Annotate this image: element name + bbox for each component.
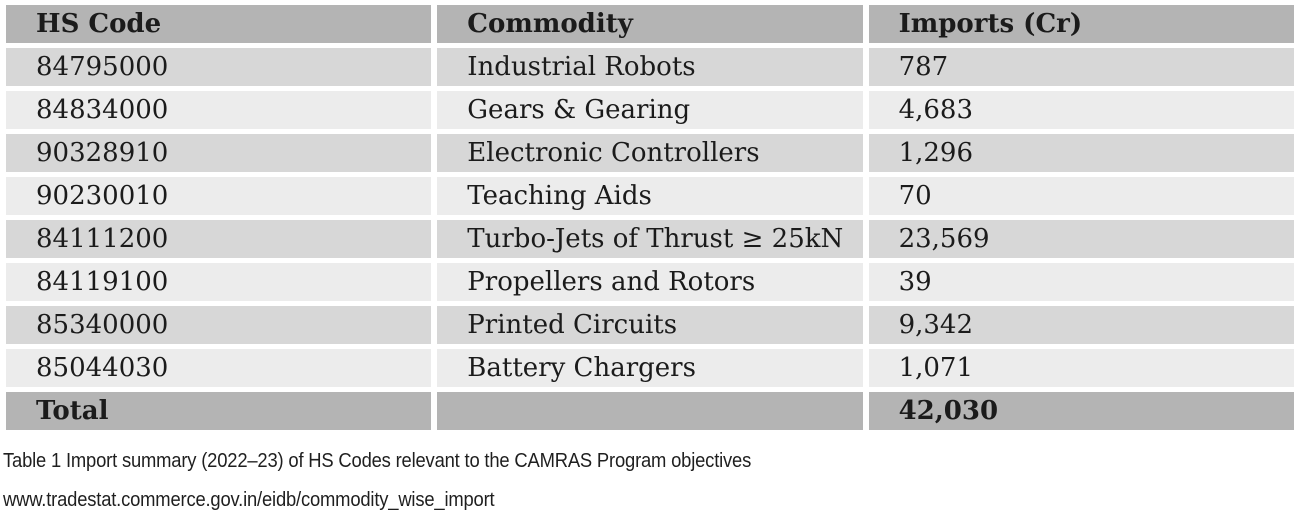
table-caption: Table 1 Import summary (2022–23) of HS C… (3, 450, 752, 472)
table-row: 85340000 Printed Circuits 9,342 (6, 306, 1294, 344)
hs-code-cell: 85340000 (6, 306, 432, 344)
column-header-imports: Imports (Cr) (868, 5, 1294, 43)
imports-cell: 1,071 (868, 349, 1294, 387)
commodity-cell: Electronic Controllers (437, 134, 863, 172)
table-header-row: HS Code Commodity Imports (Cr) (6, 5, 1294, 43)
total-label-cell: Total (6, 392, 432, 430)
imports-cell: 70 (868, 177, 1294, 215)
hs-code-cell: 90230010 (6, 177, 432, 215)
hs-code-cell: 84111200 (6, 220, 432, 258)
commodity-cell: Printed Circuits (437, 306, 863, 344)
table-row: 90328910 Electronic Controllers 1,296 (6, 134, 1294, 172)
table-row: 85044030 Battery Chargers 1,071 (6, 349, 1294, 387)
hs-code-cell: 84795000 (6, 48, 432, 86)
hs-code-cell: 90328910 (6, 134, 432, 172)
table-total-row: Total 42,030 (6, 392, 1294, 430)
hs-code-cell: 85044030 (6, 349, 432, 387)
table-row: 84834000 Gears & Gearing 4,683 (6, 91, 1294, 129)
column-header-hs-code: HS Code (6, 5, 432, 43)
imports-cell: 787 (868, 48, 1294, 86)
total-imports-cell: 42,030 (868, 392, 1294, 430)
imports-cell: 4,683 (868, 91, 1294, 129)
imports-table: HS Code Commodity Imports (Cr) 84795000 … (6, 5, 1294, 430)
commodity-cell: Teaching Aids (437, 177, 863, 215)
imports-cell: 1,296 (868, 134, 1294, 172)
table-row: 84119100 Propellers and Rotors 39 (6, 263, 1294, 301)
hs-code-cell: 84834000 (6, 91, 432, 129)
hs-code-cell: 84119100 (6, 263, 432, 301)
commodity-cell: Industrial Robots (437, 48, 863, 86)
table-row: 84795000 Industrial Robots 787 (6, 48, 1294, 86)
commodity-cell: Gears & Gearing (437, 91, 863, 129)
imports-cell: 23,569 (868, 220, 1294, 258)
column-header-commodity: Commodity (437, 5, 863, 43)
commodity-cell: Propellers and Rotors (437, 263, 863, 301)
commodity-cell: Battery Chargers (437, 349, 863, 387)
imports-cell: 39 (868, 263, 1294, 301)
source-url: www.tradestat.commerce.gov.in/eidb/commo… (3, 489, 495, 511)
table-row: 90230010 Teaching Aids 70 (6, 177, 1294, 215)
total-empty-cell (437, 392, 863, 430)
imports-cell: 9,342 (868, 306, 1294, 344)
commodity-cell: Turbo-Jets of Thrust ≥ 25kN (437, 220, 863, 258)
table-row: 84111200 Turbo-Jets of Thrust ≥ 25kN 23,… (6, 220, 1294, 258)
